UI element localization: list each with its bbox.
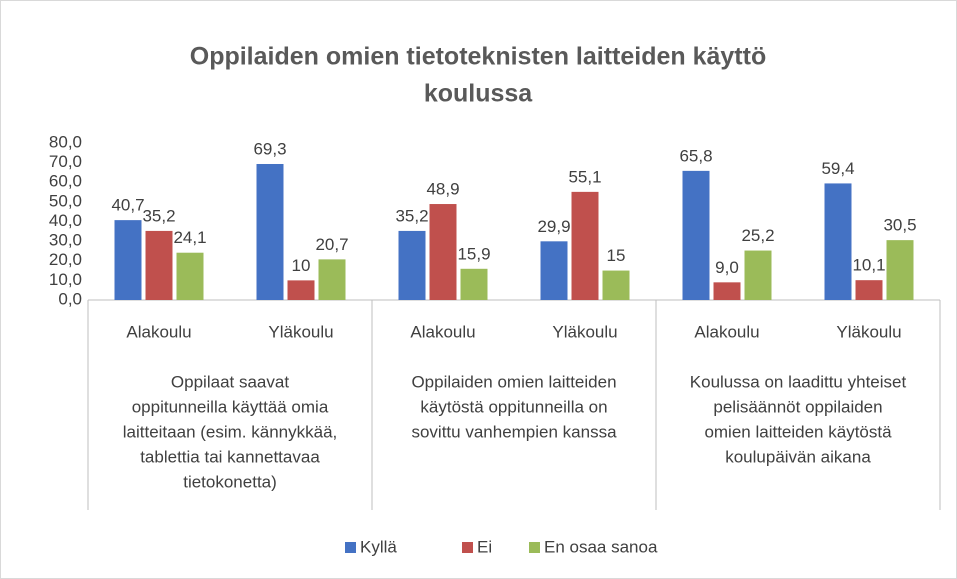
chart-title: Oppilaiden omien tietoteknisten laitteid… bbox=[190, 43, 766, 71]
value-label: 48,9 bbox=[426, 180, 459, 199]
bar bbox=[602, 270, 630, 300]
bar bbox=[145, 230, 173, 300]
bar bbox=[682, 170, 710, 300]
bar bbox=[713, 282, 741, 300]
legend-swatch bbox=[529, 542, 540, 553]
group-label: sovittu vanhempien kanssa bbox=[411, 422, 617, 441]
bar bbox=[287, 280, 315, 300]
value-label: 9,0 bbox=[715, 258, 739, 277]
bar bbox=[855, 280, 883, 300]
y-tick-label: 10,0 bbox=[49, 270, 82, 289]
y-tick-label: 20,0 bbox=[49, 250, 82, 269]
bar bbox=[824, 183, 852, 300]
y-tick-label: 30,0 bbox=[49, 231, 82, 250]
bar bbox=[460, 268, 488, 300]
legend-label: Kyllä bbox=[360, 537, 397, 556]
group-label: Koulussa on laadittu yhteiset bbox=[690, 372, 907, 391]
value-label: 40,7 bbox=[111, 196, 144, 215]
value-label: 30,5 bbox=[883, 216, 916, 235]
bar bbox=[114, 220, 142, 300]
bar bbox=[398, 230, 426, 300]
value-label: 35,2 bbox=[142, 206, 175, 225]
value-label: 15,9 bbox=[457, 244, 490, 263]
group-label: oppitunneilla käyttää omia bbox=[132, 397, 329, 416]
group-label: koulupäivän aikana bbox=[725, 447, 871, 466]
bar bbox=[571, 191, 599, 300]
legend-swatch bbox=[462, 542, 473, 553]
y-tick-label: 70,0 bbox=[49, 152, 82, 171]
bar bbox=[540, 241, 568, 300]
bar bbox=[318, 259, 346, 300]
value-label: 35,2 bbox=[395, 206, 428, 225]
x-tick-label: Yläkoulu bbox=[268, 322, 333, 341]
group-label: Oppilaiden omien laitteiden bbox=[411, 372, 616, 391]
value-label: 25,2 bbox=[741, 226, 774, 245]
y-tick-label: 50,0 bbox=[49, 191, 82, 210]
bar bbox=[886, 240, 914, 300]
legend-label: Ei bbox=[477, 537, 492, 556]
x-tick-label: Alakoulu bbox=[694, 322, 759, 341]
bar bbox=[429, 204, 457, 300]
legend-swatch bbox=[345, 542, 356, 553]
x-tick-label: Alakoulu bbox=[126, 322, 191, 341]
group-label: laitteitaan (esim. kännykkää, bbox=[123, 422, 338, 441]
group-label: tablettia tai kannettavaa bbox=[140, 447, 320, 466]
y-tick-label: 80,0 bbox=[49, 132, 82, 151]
group-label: omien laitteiden käytöstä bbox=[704, 422, 892, 441]
value-label: 29,9 bbox=[537, 217, 570, 236]
y-tick-label: 60,0 bbox=[49, 172, 82, 191]
value-label: 10,1 bbox=[852, 256, 885, 275]
legend-label: En osaa sanoa bbox=[544, 537, 658, 556]
group-label: pelisäännöt oppilaiden bbox=[713, 397, 882, 416]
group-label: tietokonetta) bbox=[183, 472, 277, 491]
group-label: käytöstä oppitunneilla on bbox=[420, 397, 607, 416]
x-tick-label: Yläkoulu bbox=[552, 322, 617, 341]
y-tick-label: 0,0 bbox=[58, 289, 82, 308]
bar bbox=[744, 250, 772, 300]
value-label: 55,1 bbox=[568, 167, 601, 186]
value-label: 65,8 bbox=[679, 146, 712, 165]
y-tick-label: 40,0 bbox=[49, 211, 82, 230]
value-label: 15 bbox=[607, 246, 626, 265]
value-label: 59,4 bbox=[821, 159, 854, 178]
chart-title: koulussa bbox=[424, 80, 533, 108]
value-label: 10 bbox=[292, 256, 311, 275]
value-label: 24,1 bbox=[173, 228, 206, 247]
bar bbox=[176, 252, 204, 300]
group-label: Oppilaat saavat bbox=[171, 372, 289, 391]
x-tick-label: Yläkoulu bbox=[836, 322, 901, 341]
bar bbox=[256, 163, 284, 300]
value-label: 69,3 bbox=[253, 139, 286, 158]
value-label: 20,7 bbox=[315, 235, 348, 254]
x-tick-label: Alakoulu bbox=[410, 322, 475, 341]
